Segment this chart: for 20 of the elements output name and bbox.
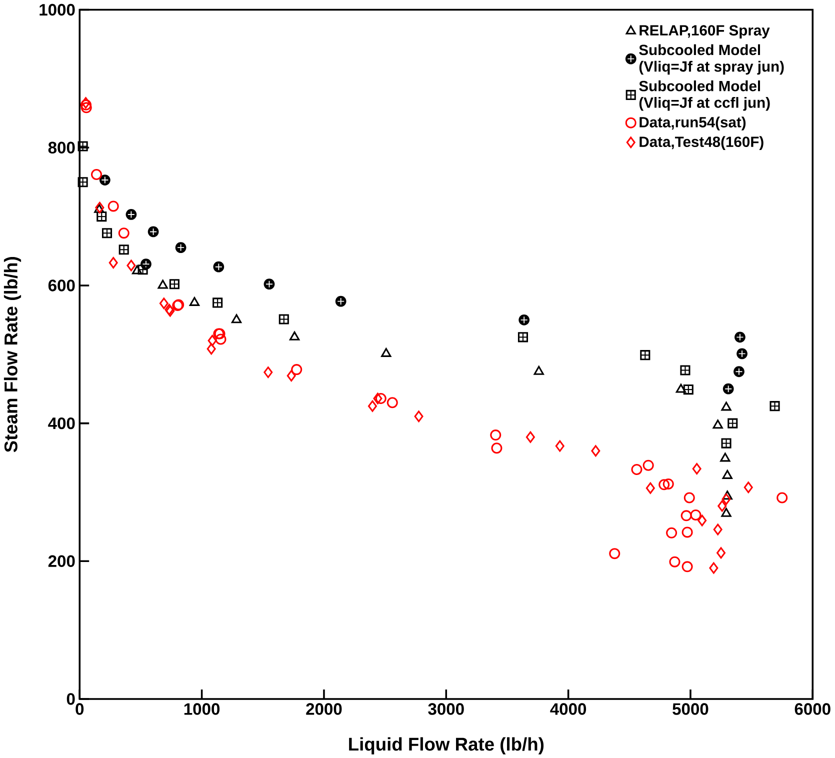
y-axis-title: Steam Flow Rate (lb/h) [4,256,22,452]
legend-label: Data,run54(sat) [640,116,746,130]
y-tick-label: 0 [66,692,75,705]
legend-label: Subcooled Model (Vliq=Jf at ccfl jun) [639,80,770,111]
legend-label: Data,Test48(160F) [640,136,764,150]
x-tick-label: 5000 [672,703,708,715]
legend-label: RELAP,160F Spray [640,24,770,38]
x-tick-label: 0 [76,703,84,715]
x-tick-label: 6000 [794,703,830,715]
legend-label: Subcooled Model (Vliq=Jf at spray jun) [639,44,784,74]
x-tick-label: 3000 [428,703,464,715]
y-tick-label: 600 [48,279,75,292]
x-axis-title: Liquid Flow Rate (lb/h) [349,737,544,754]
y-tick-label: 200 [48,555,75,567]
x-tick-label: 4000 [550,703,586,715]
y-tick-label: 400 [48,417,75,430]
x-tick-label: 2000 [306,703,342,715]
y-tick-label: 800 [48,142,75,154]
x-tick-label: 1000 [184,703,220,715]
y-tick-label: 1000 [40,4,75,16]
